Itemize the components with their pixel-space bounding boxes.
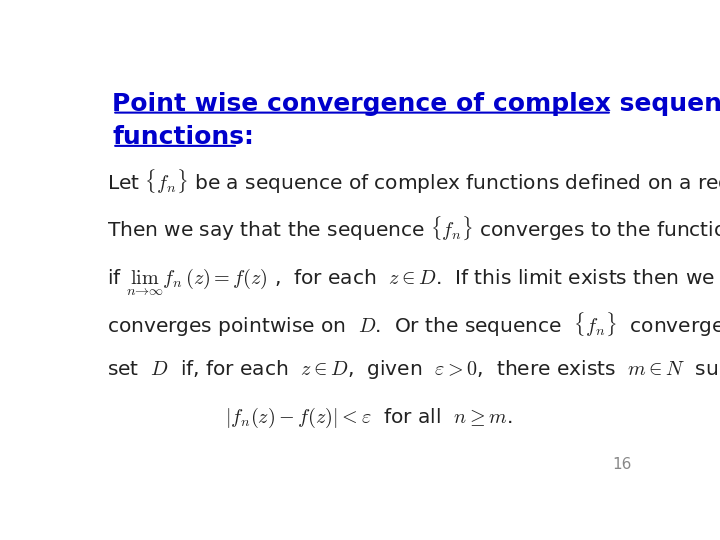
Text: if $\lim_{n \to \infty} f_n(z) = f(z)$ ,  for each  $z \in D$.  If this limit ex: if $\lim_{n \to \infty} f_n(z) = f(z)$ ,… bbox=[107, 262, 720, 298]
Text: $|f_n(z) - f(z)| < \varepsilon$  for all  $n \geq m$.: $|f_n(z) - f(z)| < \varepsilon$ for all … bbox=[225, 406, 513, 430]
Text: converges pointwise on  $D$.  Or the sequence  $\{f_n\}$  converges to  $f$  on : converges pointwise on $D$. Or the seque… bbox=[107, 310, 720, 338]
Text: functions:: functions: bbox=[112, 125, 254, 149]
Text: Let $\{f_n\}$ be a sequence of complex functions defined on a region $D \subsete: Let $\{f_n\}$ be a sequence of complex f… bbox=[107, 167, 720, 195]
Text: 16: 16 bbox=[612, 457, 631, 472]
Text: set  $D$  if, for each  $z \in D$,  given  $\varepsilon > 0$,  there exists  $m : set $D$ if, for each $z \in D$, given $\… bbox=[107, 358, 720, 381]
Text: Point wise convergence of complex sequence of: Point wise convergence of complex sequen… bbox=[112, 92, 720, 116]
Text: Then we say that the sequence $\{f_n\}$ converges to the function $f$  on  $D$: Then we say that the sequence $\{f_n\}$ … bbox=[107, 214, 720, 242]
